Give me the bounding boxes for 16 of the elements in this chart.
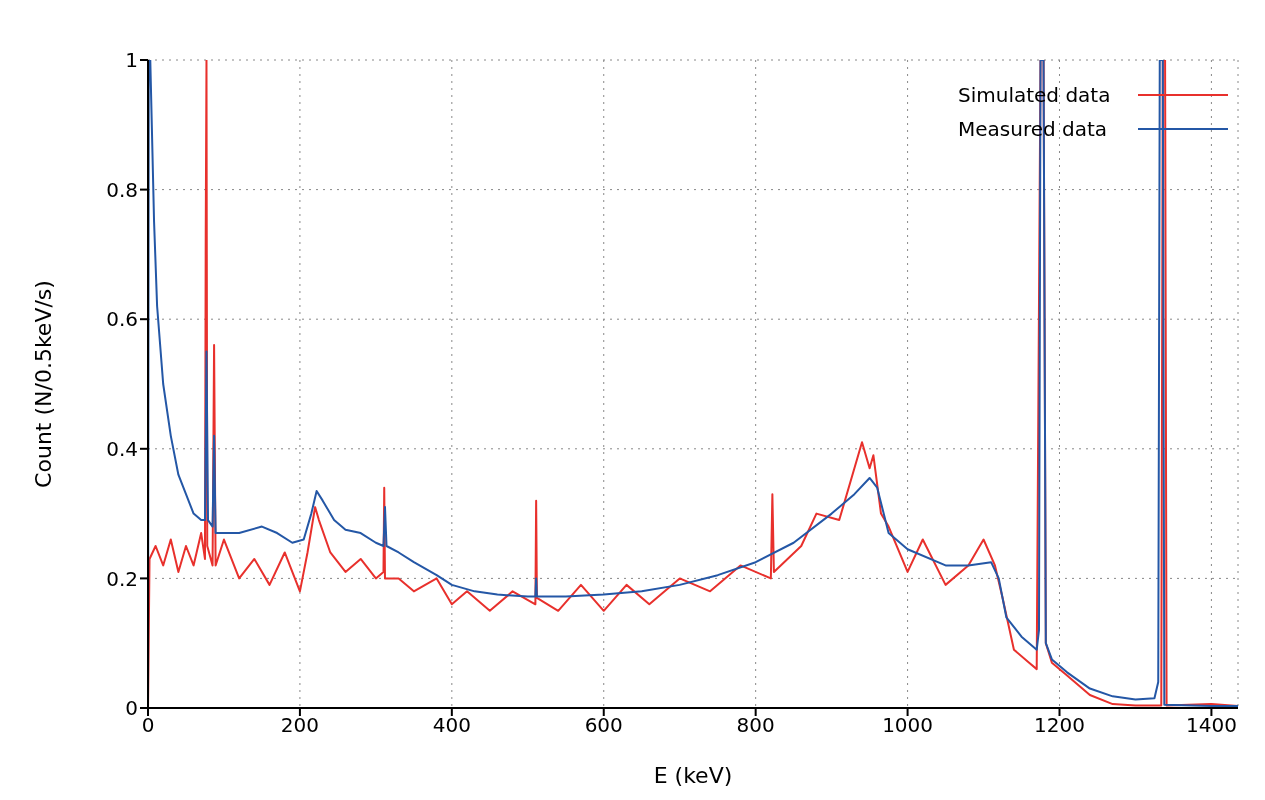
y-axis-title: Count (N/0.5keV/s) — [30, 280, 56, 488]
y-tick-label: 0.4 — [106, 436, 138, 461]
x-tick-label: 1200 — [1034, 713, 1085, 738]
x-tick-label: 0 — [141, 713, 155, 738]
x-tick-label: 800 — [736, 713, 775, 738]
y-tick-label: 0.8 — [106, 177, 138, 202]
x-tick-label: 1400 — [1185, 713, 1237, 738]
y-tick-label: 0.2 — [106, 566, 138, 591]
y-tick-label: 0.6 — [106, 307, 138, 332]
x-tick-label: 600 — [584, 713, 623, 738]
y-tick-label: 1 — [125, 48, 138, 73]
x-axis-title: E (keV) — [653, 763, 733, 788]
x-tick-label: 200 — [280, 713, 320, 738]
y-tick-label: 0 — [125, 696, 138, 721]
x-tick-label: 1000 — [882, 713, 934, 738]
x-tick-label: 400 — [432, 713, 471, 738]
